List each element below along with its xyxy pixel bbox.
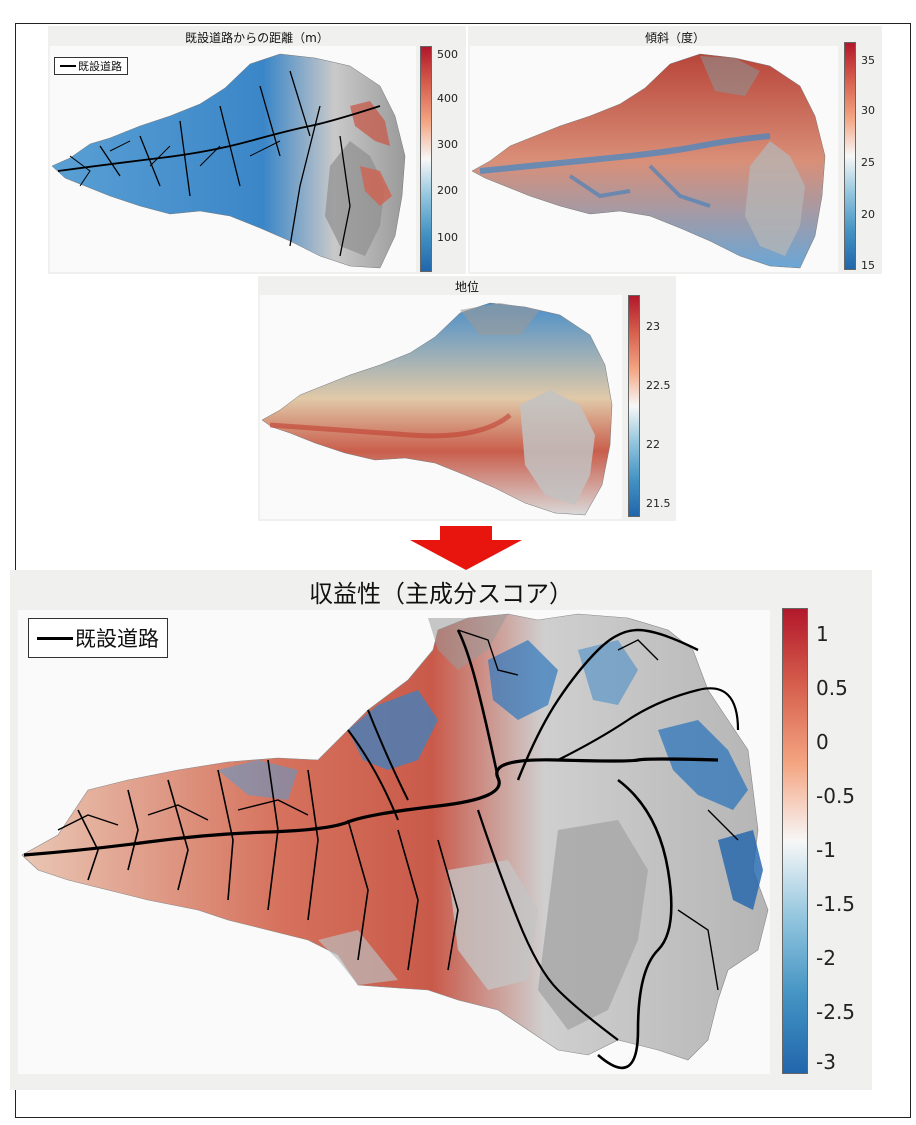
slope-terrain-map bbox=[471, 53, 826, 269]
distance-colorbar bbox=[420, 46, 432, 272]
site-index-terrain-map bbox=[261, 302, 613, 516]
slope-map-canvas bbox=[470, 46, 838, 272]
profitability-colorbar-tick: -0.5 bbox=[816, 784, 856, 808]
slope-colorbar-tick: 20 bbox=[861, 208, 875, 221]
distance-map-panel: 既設道路からの距離（m） 既設道路 500 400 300 200 bbox=[48, 26, 466, 274]
distance-map-title: 既設道路からの距離（m） bbox=[185, 31, 329, 45]
distance-colorbar-tick: 400 bbox=[437, 92, 458, 105]
slope-map-title: 傾斜（度） bbox=[644, 31, 705, 45]
site-index-map-title: 地位 bbox=[454, 280, 479, 294]
slope-colorbar-tick: 15 bbox=[861, 259, 875, 272]
profitability-colorbar-tick: -2.5 bbox=[816, 1000, 856, 1024]
profitability-colorbar-tick: 0 bbox=[816, 730, 829, 754]
profitability-colorbar-tick: -3 bbox=[816, 1050, 836, 1074]
profitability-colorbar-tick: 0.5 bbox=[816, 676, 848, 700]
distance-colorbar-tick: 300 bbox=[437, 138, 458, 151]
profitability-colorbar-tick: -2 bbox=[816, 946, 836, 970]
profitability-legend: 既設道路 bbox=[28, 618, 168, 658]
site-index-colorbar-tick: 23 bbox=[646, 320, 660, 333]
profitability-map-panel: 収益性（主成分スコア） bbox=[10, 570, 872, 1090]
profitability-terrain-map bbox=[21, 613, 769, 1070]
distance-legend-label: 既設道路 bbox=[78, 60, 122, 73]
profitability-colorbar-tick: -1.5 bbox=[816, 892, 856, 916]
site-index-colorbar-tick: 22 bbox=[646, 438, 660, 451]
site-index-colorbar-tick: 21.5 bbox=[646, 497, 671, 510]
profitability-colorbar-tick: 1 bbox=[816, 622, 829, 646]
site-index-colorbar-tick: 22.5 bbox=[646, 379, 671, 392]
distance-colorbar-tick: 500 bbox=[437, 48, 458, 61]
profitability-colorbar-tick: -1 bbox=[816, 838, 836, 862]
distance-terrain-map bbox=[51, 53, 406, 269]
distance-legend: 既設道路 bbox=[54, 57, 128, 75]
profitability-map-title: 収益性（主成分スコア） bbox=[309, 580, 573, 608]
road-legend-line-icon bbox=[60, 65, 76, 67]
slope-colorbar-tick: 25 bbox=[861, 156, 875, 169]
distance-colorbar-tick: 100 bbox=[437, 231, 458, 244]
distance-map-canvas bbox=[50, 46, 416, 272]
slope-colorbar-tick: 30 bbox=[861, 104, 875, 117]
profitability-map-canvas bbox=[18, 610, 770, 1074]
profitability-colorbar bbox=[782, 608, 808, 1074]
distance-colorbar-tick: 200 bbox=[437, 184, 458, 197]
site-index-map-canvas bbox=[260, 295, 622, 519]
profitability-legend-label: 既設道路 bbox=[75, 627, 159, 651]
down-arrow-icon bbox=[410, 526, 522, 570]
site-index-map-panel: 地位 23 22.5 22 21.5 bbox=[258, 276, 676, 521]
slope-colorbar bbox=[844, 42, 856, 270]
slope-map-panel: 傾斜（度） 35 30 25 20 15 bbox=[468, 26, 882, 274]
site-index-colorbar bbox=[628, 295, 640, 517]
slope-colorbar-tick: 35 bbox=[861, 54, 875, 67]
road-legend-line-icon bbox=[37, 636, 73, 640]
